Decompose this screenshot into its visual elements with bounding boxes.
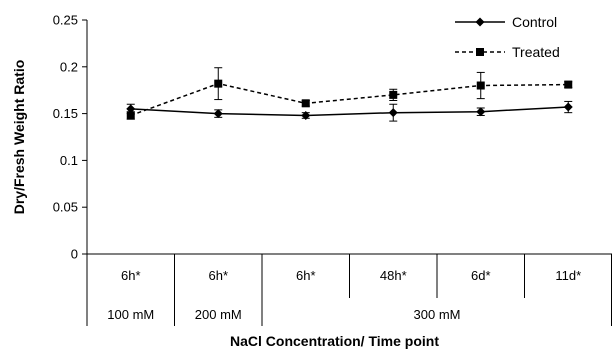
x-tick-label: 6h* <box>208 268 228 283</box>
y-tick-label: 0.1 <box>60 153 78 168</box>
series-line-treated <box>130 82 569 117</box>
data-point-control <box>388 108 398 118</box>
y-tick-label: 0.25 <box>53 13 78 28</box>
x-tick-label: 11d* <box>555 268 581 283</box>
legend-label-treated: Treated <box>512 44 560 60</box>
data-point-control <box>563 102 573 112</box>
data-point-treated <box>476 81 485 90</box>
legend-marker-control <box>475 17 485 27</box>
plot-area: 0 0.05 0.1 0.15 0.2 0.25 6h* 6h* 6h* 48h* 6d* 11d* 1… <box>53 13 612 326</box>
data-point-treated <box>389 90 398 99</box>
x-group-label: 200 mM <box>195 307 242 322</box>
data-point-treated <box>126 111 135 120</box>
x-tick-label: 6h* <box>121 268 141 283</box>
y-tick-label: 0.15 <box>53 106 78 121</box>
y-tick-label: 0.05 <box>53 200 78 215</box>
x-tick-label: 6h* <box>296 268 316 283</box>
y-axis-title: Dry/Fresh Weight Ratio <box>11 60 27 215</box>
data-point-treated <box>564 80 573 89</box>
data-point-control <box>476 107 486 117</box>
data-point-treated <box>301 99 310 108</box>
data-point-control <box>126 104 136 114</box>
series-line-control <box>130 106 569 117</box>
data-point-control <box>301 110 311 120</box>
data-point-treated <box>214 79 223 88</box>
x-tick-label: 48h* <box>380 268 407 283</box>
legend-marker-treated <box>476 48 484 56</box>
x-group-label: 300 mM <box>414 307 461 322</box>
x-group-label: 100 mM <box>107 307 154 322</box>
y-tick-label: 0.2 <box>60 59 78 74</box>
x-axis-title: NaCl Concentration/ Time point <box>230 333 439 349</box>
y-tick-label: 0 <box>71 247 78 262</box>
data-point-control <box>213 109 223 119</box>
x-tick-label: 6d* <box>471 268 491 283</box>
legend-label-control: Control <box>512 14 557 30</box>
